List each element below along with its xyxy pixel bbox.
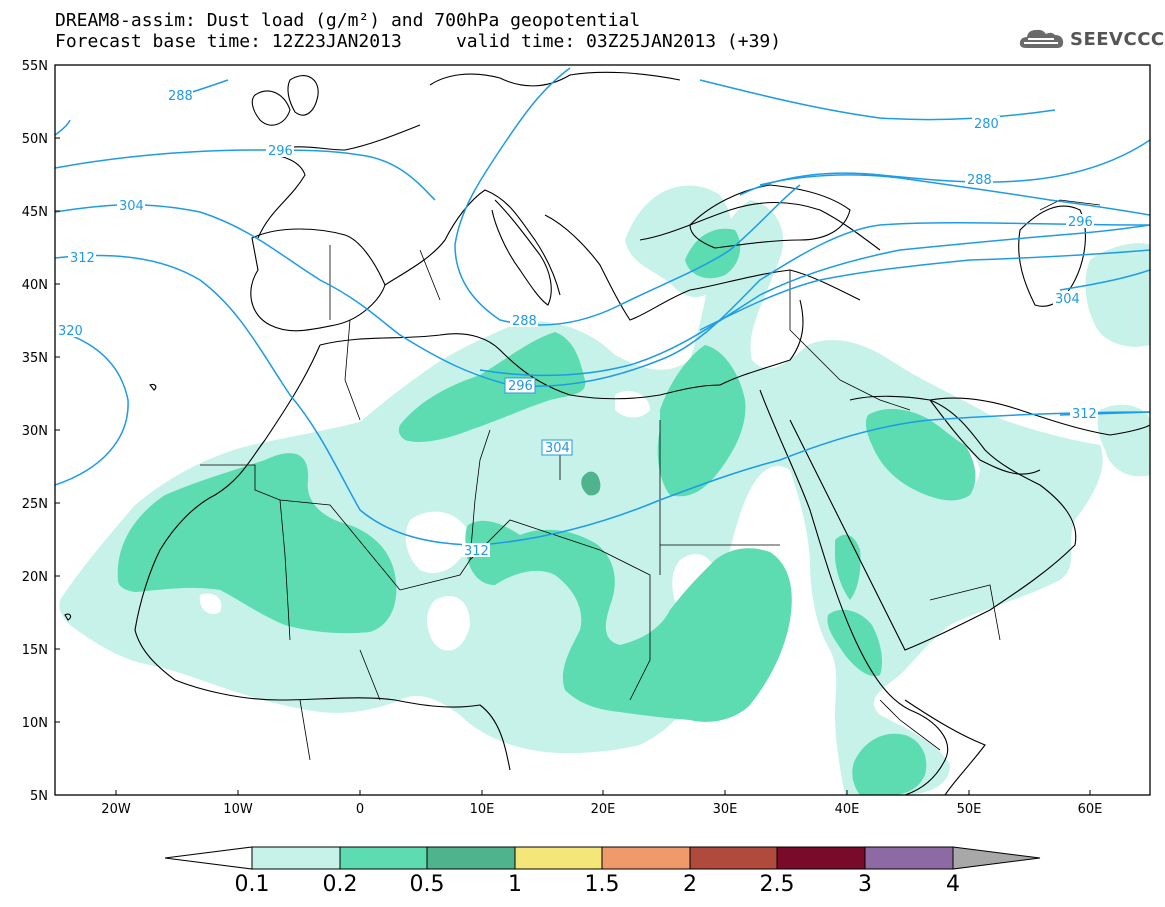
lon-label: 10E <box>470 802 495 817</box>
contour-label: 288 <box>168 89 193 104</box>
logo-text: SEEVCCC <box>1070 28 1165 50</box>
lat-label: 35N <box>22 351 48 366</box>
contour-label: 288 <box>512 314 537 329</box>
lat-label: 55N <box>22 59 48 74</box>
lon-label: 60E <box>1078 802 1103 817</box>
contour-label: 280 <box>974 117 999 132</box>
colorbar-swatch <box>776 846 866 870</box>
contour-label: 288 <box>967 173 992 188</box>
colorbar-swatch <box>251 846 341 870</box>
lon-label: 0 <box>356 802 364 817</box>
contour-label: 304 <box>119 199 144 214</box>
colorbar-label: 0.1 <box>235 872 270 897</box>
colorbar-swatch <box>601 846 691 870</box>
contour-label: 312 <box>464 544 489 559</box>
contour-label: 304 <box>1055 292 1080 307</box>
lat-label: 25N <box>22 497 48 512</box>
contour-label: 296 <box>268 144 293 159</box>
colorbar-label: 0.5 <box>410 872 445 897</box>
colorbar-low-arrow <box>164 846 253 870</box>
lon-label: 20E <box>591 802 616 817</box>
lon-label: 30E <box>713 802 738 817</box>
colorbar-label: 4 <box>946 872 960 897</box>
colorbar-label: 3 <box>858 872 872 897</box>
axis-ticks <box>55 64 1091 796</box>
lon-label: 20W <box>101 802 131 817</box>
colorbar-swatch <box>426 846 516 870</box>
country-borders <box>200 199 1101 761</box>
seevccc-logo: SEEVCCC <box>1018 26 1165 52</box>
lat-label: 5N <box>30 789 48 804</box>
colorbar-swatch <box>864 846 954 870</box>
dust-shading-0.5 <box>581 471 601 496</box>
lon-label: 10W <box>223 802 253 817</box>
colorbar-label: 2.5 <box>760 872 795 897</box>
latitude-labels: 55N 50N 45N 40N 35N 30N 25N 20N 15N 10N … <box>22 59 48 804</box>
contour-label: 296 <box>1068 215 1093 230</box>
longitude-labels: 20W 10W 0 10E 20E 30E 40E 50E 60E <box>101 802 1102 817</box>
colorbar-label: 1.5 <box>585 872 620 897</box>
colorbar-label: 0.2 <box>323 872 358 897</box>
contour-label: 312 <box>1072 407 1097 422</box>
colorbar-swatch <box>339 846 428 870</box>
contour-label: 320 <box>58 324 83 339</box>
lon-label: 40E <box>835 802 860 817</box>
lat-label: 15N <box>22 643 48 658</box>
colorbar-label: 2 <box>683 872 697 897</box>
lat-label: 30N <box>22 424 48 439</box>
map-title-line2: Forecast base time: 12Z23JAN2013 valid t… <box>55 31 782 52</box>
map-title-line1: DREAM8-assim: Dust load (g/m²) and 700hP… <box>55 10 641 31</box>
map-plot-area: 288 296 304 312 320 288 296 304 312 280 … <box>55 65 1150 795</box>
contour-label: 296 <box>508 379 533 394</box>
geopotential-contours <box>55 67 1150 546</box>
lon-label: 50E <box>957 802 982 817</box>
lat-label: 50N <box>22 132 48 147</box>
lat-label: 10N <box>22 716 48 731</box>
cloud-logo-icon <box>1019 29 1064 48</box>
contour-labels: 288 296 304 312 320 288 296 304 312 280 … <box>55 88 1098 559</box>
lat-label: 40N <box>22 278 48 293</box>
colorbar: 0.1 0.2 0.5 1 1.5 2 2.5 3 4 <box>164 846 1041 897</box>
lat-label: 45N <box>22 205 48 220</box>
contour-label: 304 <box>545 441 570 456</box>
contour-label: 312 <box>70 251 95 266</box>
colorbar-high-arrow <box>952 846 1041 870</box>
colorbar-swatch <box>514 846 603 870</box>
colorbar-label: 1 <box>508 872 522 897</box>
colorbar-swatch <box>689 846 778 870</box>
lat-label: 20N <box>22 570 48 585</box>
